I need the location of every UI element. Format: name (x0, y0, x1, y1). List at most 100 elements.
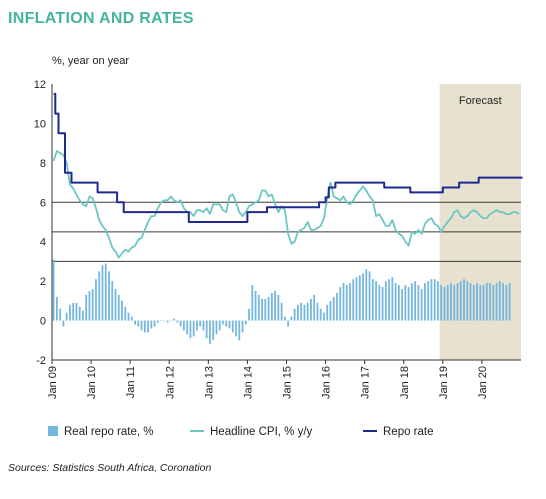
real-repo-bar (446, 285, 449, 321)
real-repo-bar (91, 289, 94, 321)
real-repo-bar (78, 306, 81, 321)
real-repo-bar (306, 302, 309, 321)
y-tick-label: 0 (40, 316, 46, 328)
real-repo-bar (417, 285, 420, 321)
real-repo-bar (336, 292, 338, 321)
chart-title: INFLATION AND RATES (8, 10, 194, 27)
real-repo-bar (95, 279, 97, 321)
real-repo-bar (215, 320, 218, 335)
real-repo-bar (316, 302, 319, 321)
real-repo-bar (199, 320, 202, 327)
y-axis-label: %, year on year (52, 55, 129, 67)
real-repo-bar (466, 281, 469, 321)
real-repo-bar (323, 312, 325, 321)
real-repo-bar (433, 279, 436, 321)
y-tick-label: 6 (40, 197, 46, 209)
real-repo-bar (238, 320, 241, 341)
x-tick-label: Jan 15 (282, 366, 294, 399)
real-repo-bar (231, 320, 234, 333)
legend: Real repo rate, % Headline CPI, % y/y Repo… (48, 426, 434, 438)
real-repo-bar (414, 281, 417, 321)
real-repo-bar (479, 285, 482, 321)
real-repo-bar (443, 287, 446, 321)
real-repo-bar (397, 285, 400, 321)
x-tick-label: Jan 14 (242, 366, 254, 399)
real-repo-bar (153, 320, 156, 327)
real-repo-bar (450, 283, 452, 321)
real-repo-bar (121, 300, 123, 321)
real-repo-bar (55, 296, 58, 321)
real-repo-bar (75, 302, 78, 321)
real-repo-bar (378, 285, 381, 321)
real-repo-bar (244, 320, 247, 325)
y-tick-label: 12 (34, 79, 46, 91)
real-repo-bar (368, 271, 371, 321)
real-repo-bar (437, 281, 439, 321)
chart-source: Sources: Statistics South Africa, Corona… (8, 462, 212, 474)
real-repo-bar (241, 320, 244, 333)
real-repo-bar (150, 320, 153, 329)
real-repo-bar (485, 283, 488, 321)
real-repo-bar (189, 320, 192, 339)
real-repo-bar (498, 281, 501, 321)
real-repo-bar (111, 281, 114, 321)
real-repo-bar (508, 283, 511, 321)
repo-rate-line (53, 92, 523, 223)
real-repo-bar (196, 320, 198, 331)
real-repo-bar (52, 259, 55, 321)
forecast-label: Forecast (459, 95, 502, 107)
real-repo-bar (293, 308, 296, 321)
real-repo-bar (147, 320, 149, 333)
real-repo-bar (209, 320, 211, 345)
real-repo-bar (349, 283, 351, 321)
x-tick-label: Jan 10 (86, 366, 98, 399)
y-tick-label: 2 (40, 276, 46, 288)
real-repo-bar (362, 273, 364, 321)
x-tick-label: Jan 18 (399, 366, 411, 399)
real-repo-bar (388, 279, 390, 321)
real-repo-bar (459, 281, 462, 321)
legend-item-real-repo: Real repo rate, % (48, 426, 154, 438)
real-repo-bar (358, 275, 361, 321)
real-repo-bar (505, 285, 508, 321)
real-repo-bar (205, 320, 208, 339)
real-repo-bar (482, 285, 485, 321)
real-repo-bar (401, 289, 404, 321)
real-repo-bar (235, 320, 237, 337)
real-repo-bar (463, 279, 465, 321)
real-repo-bar (169, 320, 172, 322)
real-repo-bar (137, 320, 140, 327)
real-repo-bar (440, 285, 443, 321)
real-repo-bar (407, 287, 410, 321)
real-repo-bar (62, 320, 65, 327)
real-repo-bar (257, 294, 260, 321)
real-repo-bar (381, 287, 384, 321)
real-repo-bar (130, 316, 133, 321)
x-tick-label: Jan 11 (125, 366, 137, 398)
real-repo-bar (319, 308, 322, 321)
real-repo-bar (342, 283, 345, 321)
real-repo-bar (163, 320, 166, 322)
real-repo-bar (160, 320, 163, 322)
real-repo-bar (371, 279, 374, 321)
real-repo-bar (108, 271, 110, 321)
y-tick-label: 4 (40, 237, 46, 249)
real-repo-bar (274, 291, 276, 321)
x-tick-label: Jan 12 (164, 366, 176, 399)
real-repo-bar (166, 320, 169, 323)
real-repo-bar (332, 296, 335, 321)
real-repo-bar (101, 265, 104, 321)
real-repo-bar (375, 281, 377, 321)
real-repo-bar (82, 310, 84, 321)
real-repo-bar (472, 285, 475, 321)
real-repo-bar (469, 283, 472, 321)
real-repo-bar (176, 320, 179, 323)
real-repo-bar (228, 320, 231, 329)
real-repo-bar (202, 320, 205, 331)
x-tick-label: Jan 20 (477, 366, 489, 399)
x-tick-label: Jan 13 (203, 366, 215, 399)
real-repo-bar (186, 320, 189, 335)
real-repo-bar (430, 279, 433, 321)
reference-lines-group (52, 201, 521, 262)
